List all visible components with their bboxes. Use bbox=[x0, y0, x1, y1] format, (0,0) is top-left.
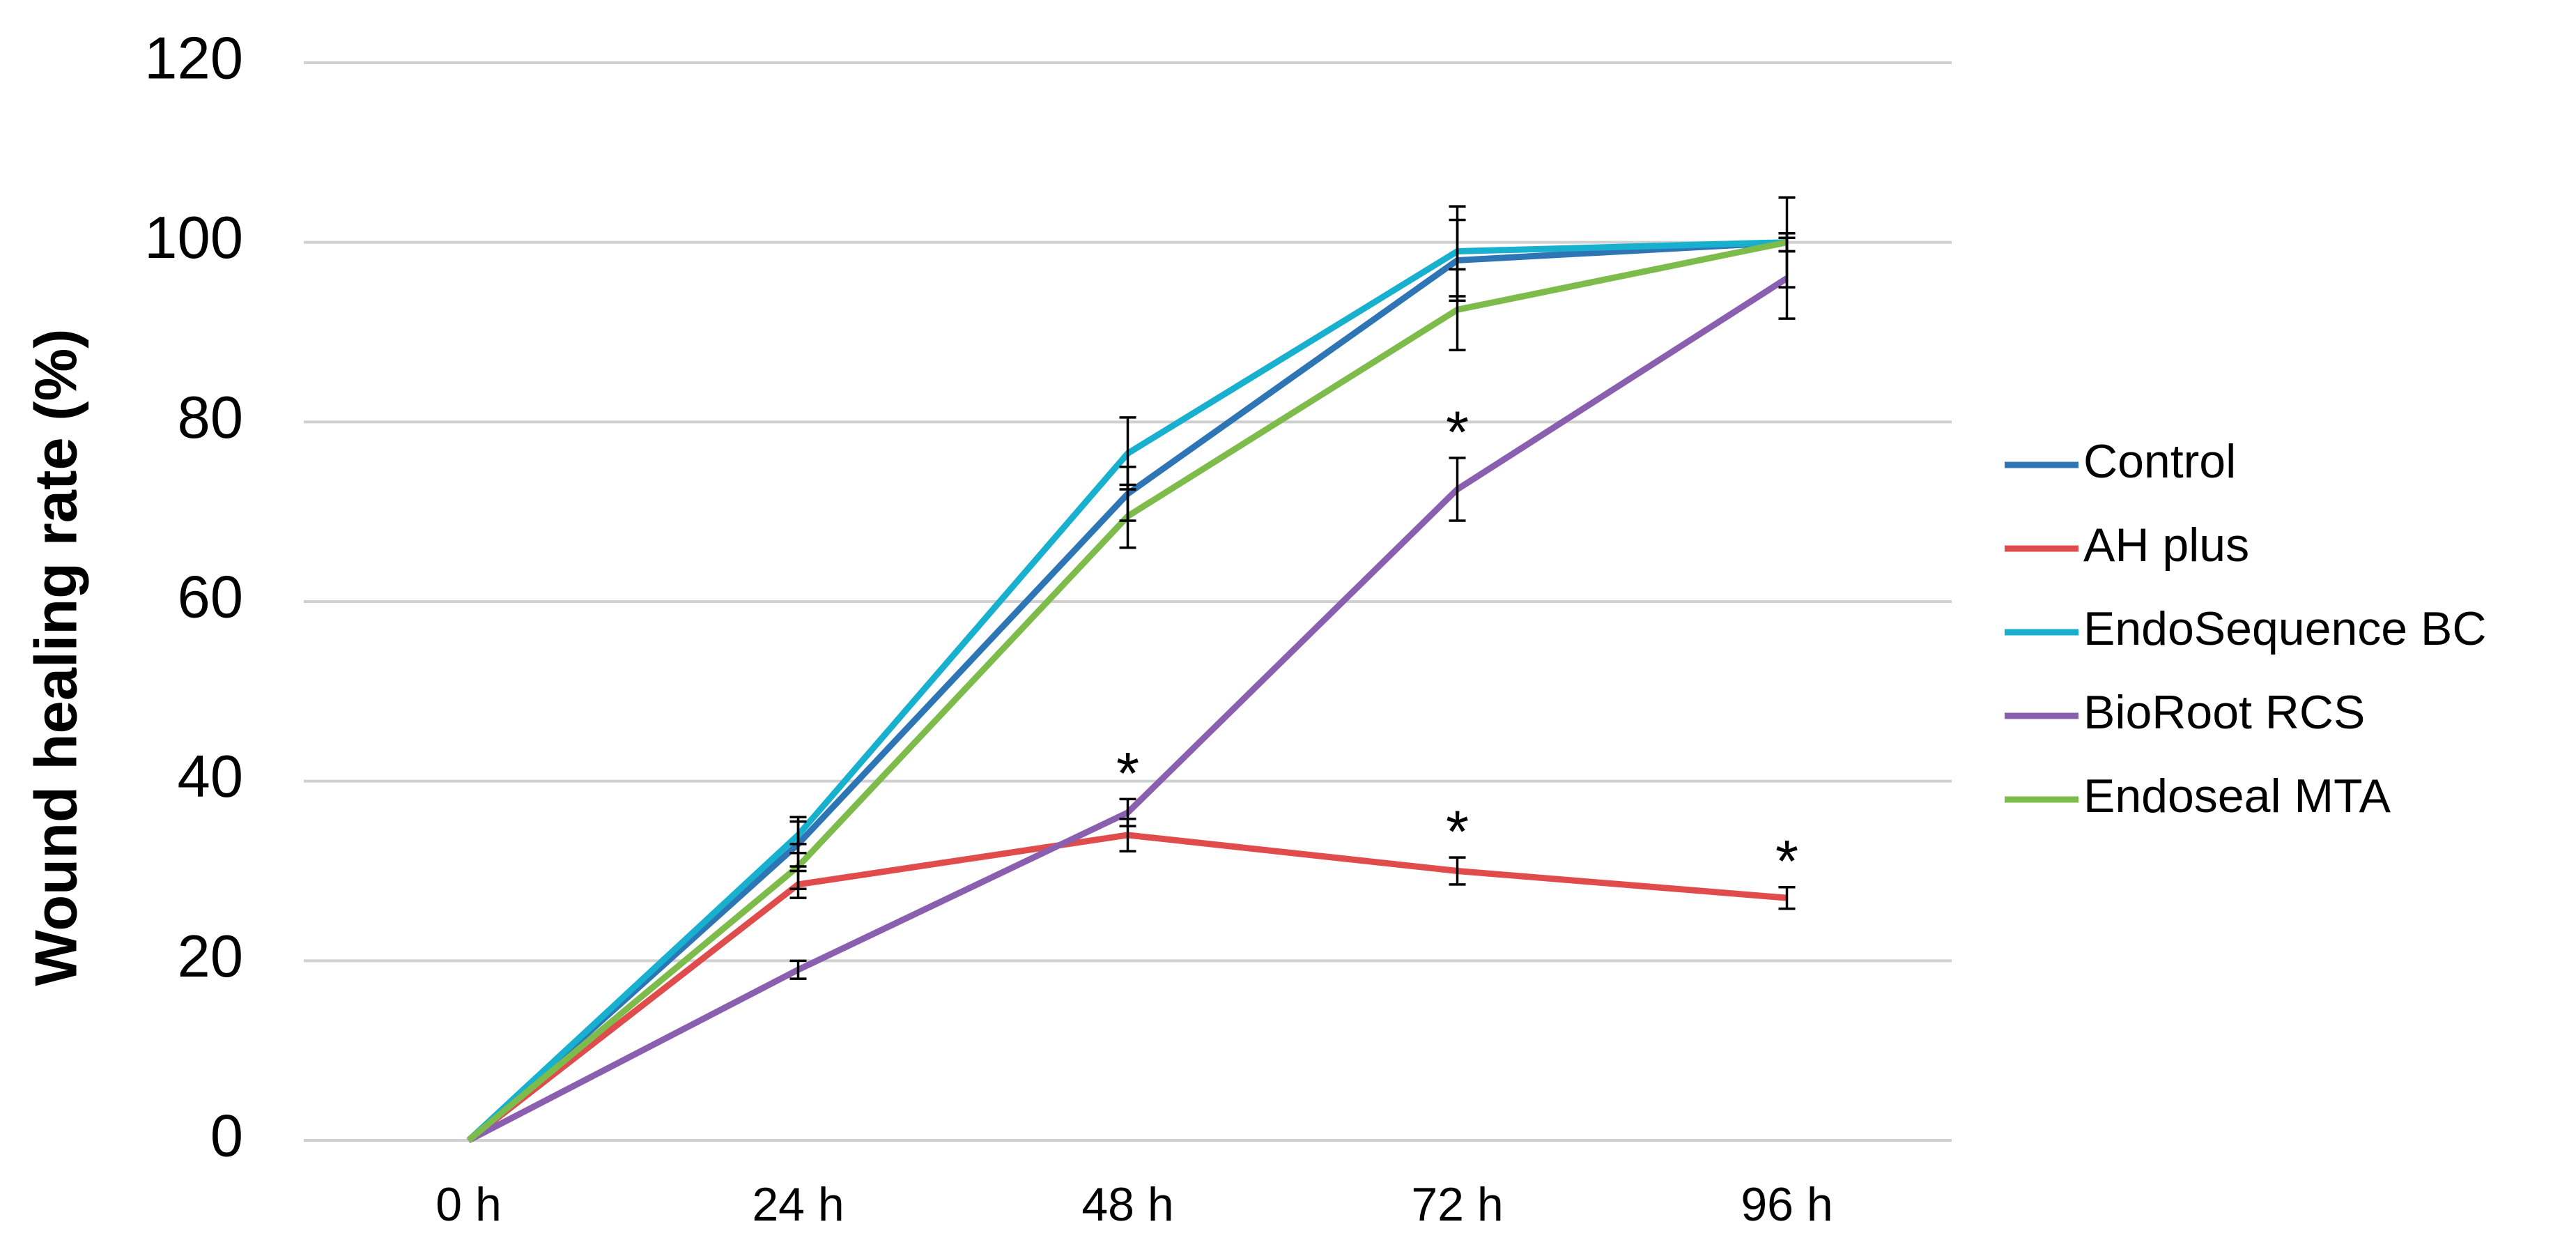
x-tick-label: 0 h bbox=[435, 1178, 502, 1231]
series-line bbox=[467, 275, 1789, 1143]
significance-marker: * bbox=[1775, 829, 1798, 895]
significance-marker: * bbox=[1446, 800, 1469, 866]
y-tick-label: 20 bbox=[177, 924, 243, 990]
series-line bbox=[466, 832, 1787, 1143]
error-bar bbox=[789, 959, 807, 980]
error-bar bbox=[789, 843, 807, 891]
y-axis-title: Wound healing rate (%) bbox=[23, 329, 89, 986]
error-bar bbox=[1119, 483, 1136, 549]
significance-marker: * bbox=[1116, 741, 1139, 807]
error-bar bbox=[1778, 885, 1796, 910]
x-tick-label: 24 h bbox=[752, 1178, 844, 1231]
series-line bbox=[466, 239, 1787, 1143]
y-tick-label: 80 bbox=[177, 385, 243, 451]
y-tick-label: 0 bbox=[210, 1103, 243, 1169]
legend-label: EndoSequence BC bbox=[2083, 602, 2486, 655]
error-bar bbox=[1449, 268, 1466, 352]
y-tick-label: 100 bbox=[144, 205, 243, 271]
x-tick-label: 96 h bbox=[1741, 1178, 1833, 1231]
significance-marker: * bbox=[1446, 399, 1469, 466]
error-bar bbox=[1449, 457, 1466, 522]
error-bar bbox=[1449, 856, 1466, 886]
y-tick-label: 40 bbox=[177, 744, 243, 810]
x-tick-label: 72 h bbox=[1411, 1178, 1503, 1231]
series-line bbox=[466, 239, 1788, 1143]
legend-label: Control bbox=[2083, 435, 2236, 488]
error-bar bbox=[1778, 196, 1796, 289]
legend-label: AH plus bbox=[2083, 519, 2249, 572]
legend-label: Endoseal MTA bbox=[2083, 770, 2391, 823]
legend-label: BioRoot RCS bbox=[2083, 686, 2365, 739]
x-tick-label: 48 h bbox=[1081, 1178, 1173, 1231]
error-bar bbox=[1119, 797, 1136, 827]
series-line bbox=[466, 239, 1787, 1143]
y-tick-label: 60 bbox=[177, 564, 243, 630]
y-tick-label: 120 bbox=[144, 25, 243, 91]
